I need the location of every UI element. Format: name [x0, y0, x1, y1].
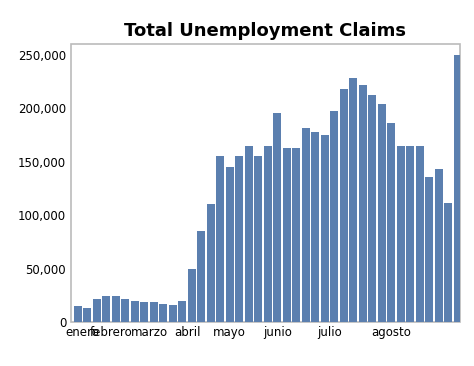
Bar [150, 302, 158, 322]
Bar [178, 301, 186, 322]
Bar [444, 203, 452, 322]
Bar [435, 169, 443, 322]
Bar [216, 156, 224, 322]
Bar [197, 231, 205, 322]
Bar [207, 204, 215, 322]
Title: Total Unemployment Claims: Total Unemployment Claims [125, 22, 406, 40]
Bar [74, 306, 82, 322]
Bar [102, 296, 110, 322]
Bar [159, 304, 167, 322]
Bar [368, 95, 376, 322]
Bar [416, 146, 424, 322]
Bar [283, 148, 291, 322]
Bar [273, 113, 282, 322]
Bar [387, 123, 395, 322]
Bar [112, 296, 120, 322]
Bar [302, 128, 310, 322]
Bar [71, 44, 460, 322]
Bar [349, 78, 357, 322]
Bar [131, 301, 139, 322]
Bar [359, 85, 367, 322]
Bar [311, 132, 319, 322]
Bar [454, 55, 462, 322]
Bar [340, 89, 348, 322]
Bar [188, 269, 196, 322]
Bar [264, 146, 272, 322]
Bar [121, 299, 129, 322]
Bar [254, 156, 262, 322]
Bar [378, 104, 386, 322]
Bar [292, 148, 301, 322]
Bar [83, 308, 91, 322]
Bar [93, 299, 101, 322]
Bar [321, 135, 329, 322]
Bar [226, 167, 234, 322]
Bar [140, 302, 148, 322]
Bar [406, 146, 414, 322]
Bar [397, 146, 405, 322]
Bar [425, 176, 433, 322]
Bar [330, 111, 338, 322]
Bar [245, 146, 253, 322]
Bar [169, 305, 177, 322]
Bar [235, 156, 243, 322]
